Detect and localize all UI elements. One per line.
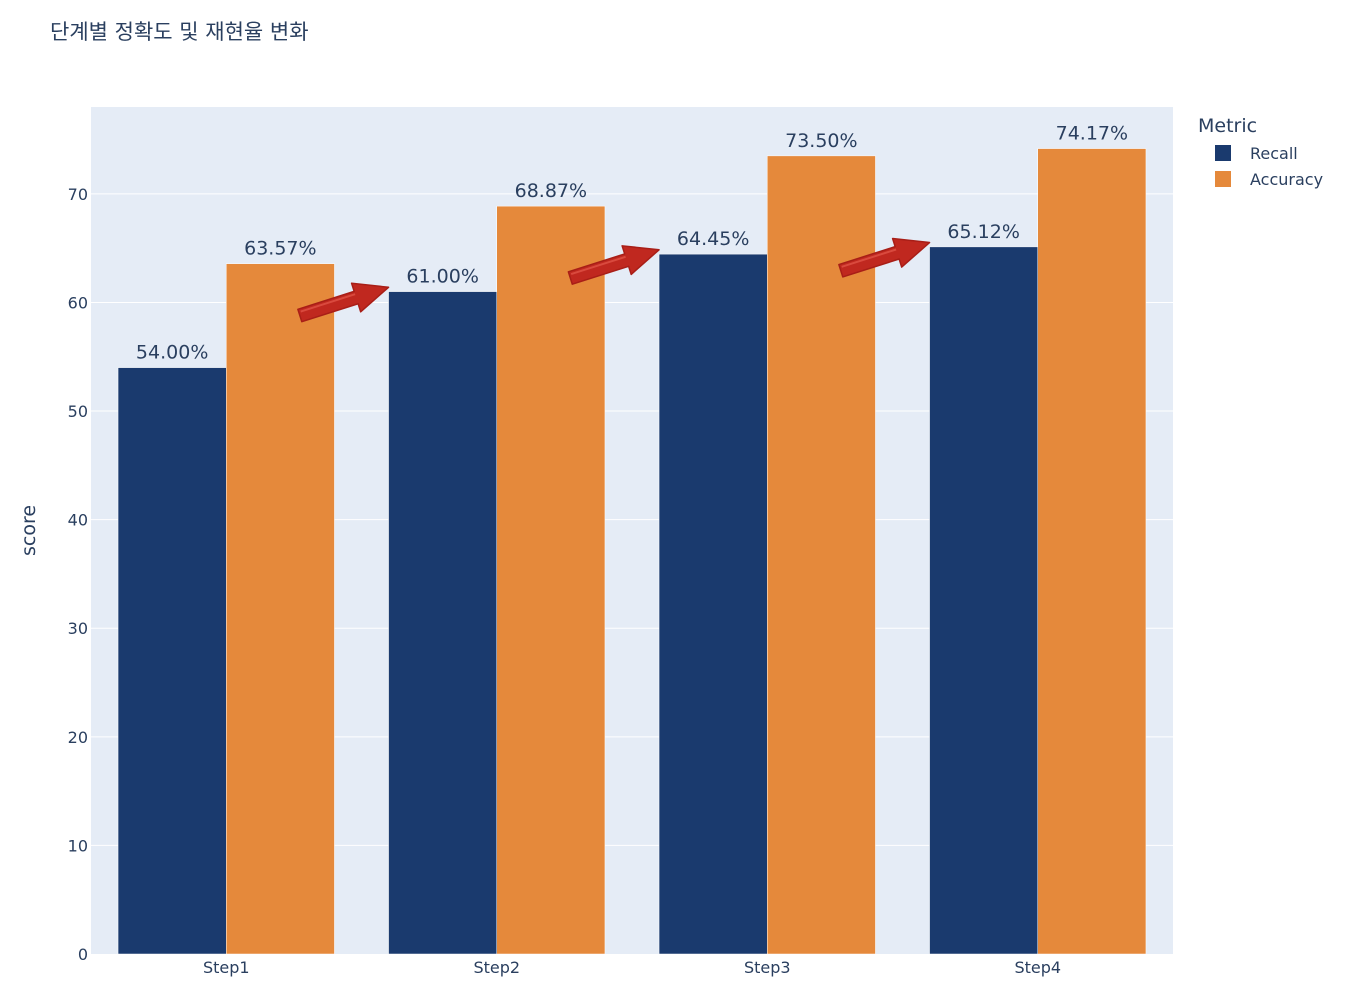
y-tick-label: 60 bbox=[68, 293, 88, 312]
y-tick-label: 50 bbox=[68, 402, 88, 421]
legend-label: Recall bbox=[1250, 144, 1298, 163]
data-label: 65.12% bbox=[947, 221, 1019, 243]
data-label: 63.57% bbox=[244, 238, 316, 260]
y-tick-label: 70 bbox=[68, 185, 88, 204]
bar-recall-step1 bbox=[117, 367, 227, 955]
legend-swatch bbox=[1215, 171, 1231, 187]
bar-accuracy-step2 bbox=[496, 205, 606, 955]
legend-title: Metric bbox=[1198, 115, 1257, 137]
bar-recall-step4 bbox=[929, 246, 1038, 955]
arrow-highlight bbox=[300, 293, 356, 313]
legend-label: Accuracy bbox=[1250, 170, 1323, 189]
legend-item-accuracy[interactable]: Accuracy bbox=[1215, 170, 1323, 189]
x-tick-label: Step2 bbox=[473, 958, 520, 977]
bar-accuracy-step1 bbox=[226, 263, 335, 955]
chart-title: 단계별 정확도 및 재현율 변화 bbox=[50, 20, 309, 44]
y-axis-label: score bbox=[18, 505, 40, 556]
bar-recall-step2 bbox=[388, 291, 497, 955]
trend-arrow bbox=[838, 237, 931, 278]
trend-arrow bbox=[567, 245, 660, 285]
data-label: 74.17% bbox=[1056, 123, 1128, 145]
data-label: 54.00% bbox=[136, 342, 208, 364]
y-tick-label: 10 bbox=[68, 836, 88, 855]
x-tick-label: Step1 bbox=[203, 958, 250, 977]
trend-arrow bbox=[297, 282, 390, 323]
arrow-shape bbox=[297, 282, 390, 323]
data-label: 68.87% bbox=[515, 180, 587, 202]
data-label: 73.50% bbox=[785, 130, 857, 152]
arrow-highlight bbox=[841, 248, 897, 268]
arrow-highlight bbox=[570, 255, 626, 276]
data-label: 64.45% bbox=[677, 228, 749, 250]
bar-recall-step3 bbox=[658, 253, 768, 955]
data-label: 61.00% bbox=[406, 266, 478, 288]
x-tick-label: Step4 bbox=[1014, 958, 1061, 977]
arrow-shape bbox=[567, 245, 660, 285]
legend-item-recall[interactable]: Recall bbox=[1215, 144, 1298, 163]
y-tick-label: 40 bbox=[68, 511, 88, 530]
arrow-shape bbox=[838, 237, 931, 278]
y-tick-label: 30 bbox=[68, 619, 88, 638]
x-tick-label: Step3 bbox=[744, 958, 791, 977]
y-tick-label: 20 bbox=[68, 728, 88, 747]
bar-accuracy-step4 bbox=[1037, 148, 1147, 955]
bar-accuracy-step3 bbox=[767, 155, 876, 955]
legend-swatch bbox=[1215, 145, 1231, 161]
y-tick-label: 0 bbox=[78, 945, 88, 964]
